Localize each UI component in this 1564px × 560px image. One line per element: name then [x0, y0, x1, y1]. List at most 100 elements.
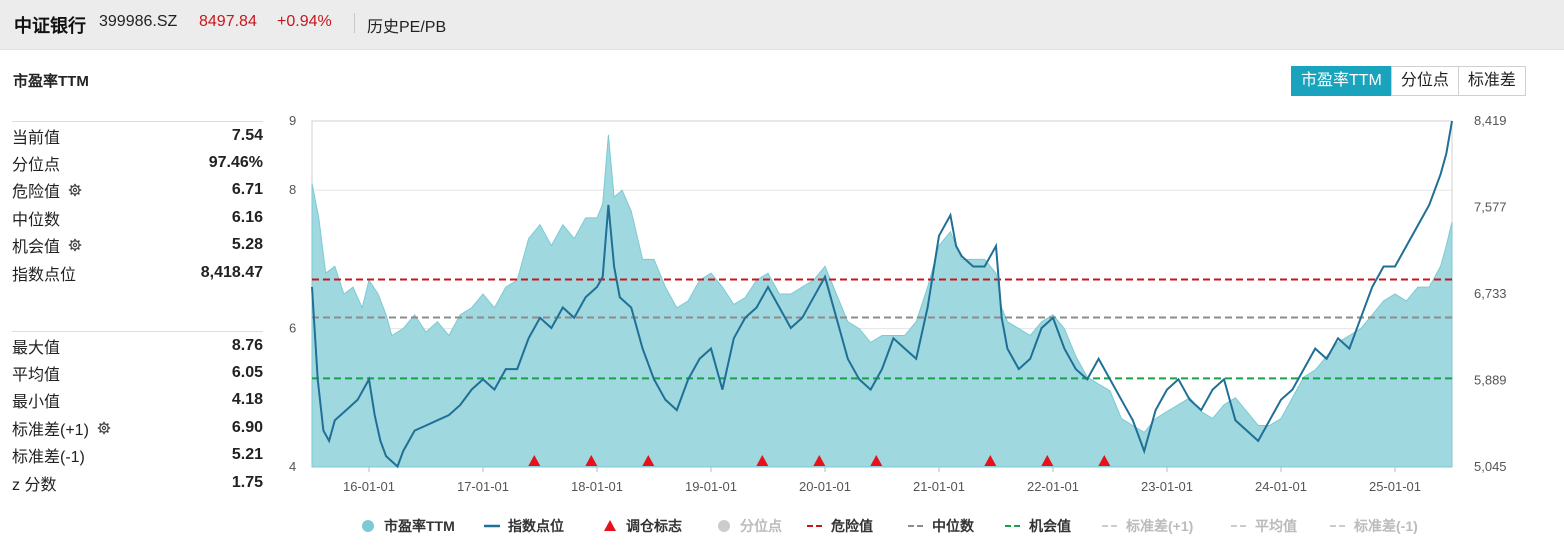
legend-item-5[interactable]: 中位数	[908, 518, 975, 534]
y-left-tick-label: 8	[289, 182, 296, 197]
legend-label: 分位点	[740, 518, 782, 534]
y-right-tick-label: 7,577	[1474, 199, 1507, 214]
stat-label: 当前值	[12, 129, 61, 147]
legend-label: 调仓标志	[626, 518, 682, 534]
section-title: 市盈率TTM	[13, 73, 89, 90]
stat-row-min: 最小值 4.18	[12, 387, 263, 414]
stat-row-std-plus: 标准差(+1) 6.90	[12, 414, 263, 441]
gear-icon[interactable]	[68, 238, 82, 252]
stat-label: 平均值	[12, 367, 61, 385]
index-change: +0.94%	[277, 13, 332, 30]
stat-value: 6.05	[231, 364, 263, 382]
history-pe-pb-link[interactable]: 历史PE/PB	[367, 19, 447, 36]
legend-label: 机会值	[1029, 518, 1071, 534]
stat-value: 5.28	[231, 236, 263, 254]
top-bar: 中证银行 399986.SZ 8497.84 +0.94% 历史PE/PB	[0, 0, 1564, 50]
y-left-tick-label: 6	[289, 321, 296, 336]
stat-row-mean: 平均值 6.05	[12, 359, 263, 386]
legend-item-0[interactable]: 市盈率TTM	[362, 518, 455, 534]
stat-value: 8,418.47	[200, 263, 263, 281]
y-right-tick-label: 6,733	[1474, 286, 1507, 301]
stats-panel-current: 当前值 7.54 分位点 97.46% 危险值 6.71 中位数 6.16 机会值 5.2…	[12, 121, 263, 286]
gear-icon[interactable]	[68, 183, 82, 197]
legend-label: 标准差(+1)	[1125, 518, 1193, 534]
stat-label: 分位点	[12, 157, 61, 175]
rebalance-marker	[1041, 455, 1054, 466]
stat-row-percentile: 分位点 97.46%	[12, 149, 263, 176]
legend-swatch	[604, 520, 616, 531]
stat-value: 6.90	[231, 418, 263, 436]
stat-row-current: 当前值 7.54	[12, 122, 263, 149]
index-price: 8497.84	[199, 13, 257, 30]
stat-label: z 分数	[12, 476, 57, 494]
y-left-tick-label: 9	[289, 113, 296, 128]
y-right-tick-label: 8,419	[1474, 113, 1507, 128]
legend-item-4[interactable]: 危险值	[807, 518, 873, 534]
rebalance-marker	[756, 455, 769, 466]
stat-label: 标准差(-1)	[12, 449, 85, 467]
rebalance-marker	[813, 455, 826, 466]
rebalance-marker	[585, 455, 598, 466]
stat-label: 最大值	[12, 339, 61, 357]
legend-item-7[interactable]: 标准差(+1)	[1102, 518, 1193, 534]
stat-row-max: 最大值 8.76	[12, 332, 263, 359]
stat-value: 6.16	[231, 208, 263, 226]
x-tick-label: 16-01-01	[343, 479, 395, 494]
tab-pe-ttm[interactable]: 市盈率TTM	[1291, 66, 1392, 96]
stat-value: 6.71	[231, 181, 263, 199]
divider	[354, 13, 355, 33]
legend-item-3[interactable]: 分位点	[718, 518, 782, 534]
legend-item-9[interactable]: 标准差(-1)	[1330, 518, 1418, 534]
tab-percentile[interactable]: 分位点	[1390, 66, 1459, 96]
stat-row-opportunity: 机会值 5.28	[12, 232, 263, 259]
gear-icon[interactable]	[97, 421, 111, 435]
legend-item-1[interactable]: 指数点位	[484, 518, 564, 534]
rebalance-marker	[870, 455, 883, 466]
rebalance-marker	[1098, 455, 1111, 466]
stat-label: 危险值	[12, 184, 61, 202]
index-code: 399986.SZ	[99, 13, 178, 30]
pe-area-series	[311, 134, 1453, 468]
rebalance-marker	[642, 455, 655, 466]
stat-label: 最小值	[12, 394, 61, 412]
legend-label: 危险值	[830, 518, 873, 534]
x-tick-label: 17-01-01	[457, 479, 509, 494]
x-tick-label: 23-01-01	[1141, 479, 1193, 494]
stats-panel-summary: 最大值 8.76 平均值 6.05 最小值 4.18 标准差(+1) 6.90 标准差(…	[12, 331, 263, 496]
legend-swatch	[718, 520, 730, 532]
stat-value: 5.21	[231, 446, 263, 464]
x-tick-label: 19-01-01	[685, 479, 737, 494]
stat-value: 97.46%	[208, 154, 263, 172]
legend-label: 指数点位	[508, 518, 564, 534]
y-right-tick-label: 5,045	[1474, 459, 1507, 474]
legend-label: 标准差(-1)	[1353, 518, 1418, 534]
legend-label: 市盈率TTM	[384, 518, 455, 534]
stat-value: 8.76	[231, 336, 263, 354]
x-tick-label: 24-01-01	[1255, 479, 1307, 494]
x-tick-label: 25-01-01	[1369, 479, 1421, 494]
pe-history-chart[interactable]: 9 8 6 4 8,419 7,577 6,733 5,889 5,045 16-01-01 17-…	[270, 108, 1564, 558]
x-tick-label: 18-01-01	[571, 479, 623, 494]
stat-row-danger: 危险值 6.71	[12, 177, 263, 204]
stat-label: 标准差(+1)	[12, 421, 89, 439]
index-line-series	[311, 120, 1453, 469]
index-name: 中证银行	[14, 16, 86, 36]
metric-tab-group: 市盈率TTM 分位点 标准差	[1291, 66, 1526, 96]
legend-label: 中位数	[932, 518, 975, 534]
x-tick-label: 22-01-01	[1027, 479, 1079, 494]
stat-row-index-level: 指数点位 8,418.47	[12, 259, 263, 286]
y-right-tick-label: 5,889	[1474, 372, 1507, 387]
stat-row-std-minus: 标准差(-1) 5.21	[12, 442, 263, 469]
y-left-tick-label: 4	[289, 459, 296, 474]
stat-value: 7.54	[231, 126, 263, 144]
stat-label: 指数点位	[12, 266, 77, 284]
stat-row-median: 中位数 6.16	[12, 204, 263, 231]
legend-label: 平均值	[1255, 518, 1297, 534]
legend-item-8[interactable]: 平均值	[1231, 518, 1297, 534]
legend-item-2[interactable]: 调仓标志	[604, 518, 682, 534]
tab-std-dev[interactable]: 标准差	[1457, 66, 1526, 96]
legend-item-6[interactable]: 机会值	[1005, 518, 1071, 534]
x-tick-label: 20-01-01	[799, 479, 851, 494]
stat-label: 中位数	[12, 211, 61, 229]
stat-value: 1.75	[231, 473, 263, 491]
